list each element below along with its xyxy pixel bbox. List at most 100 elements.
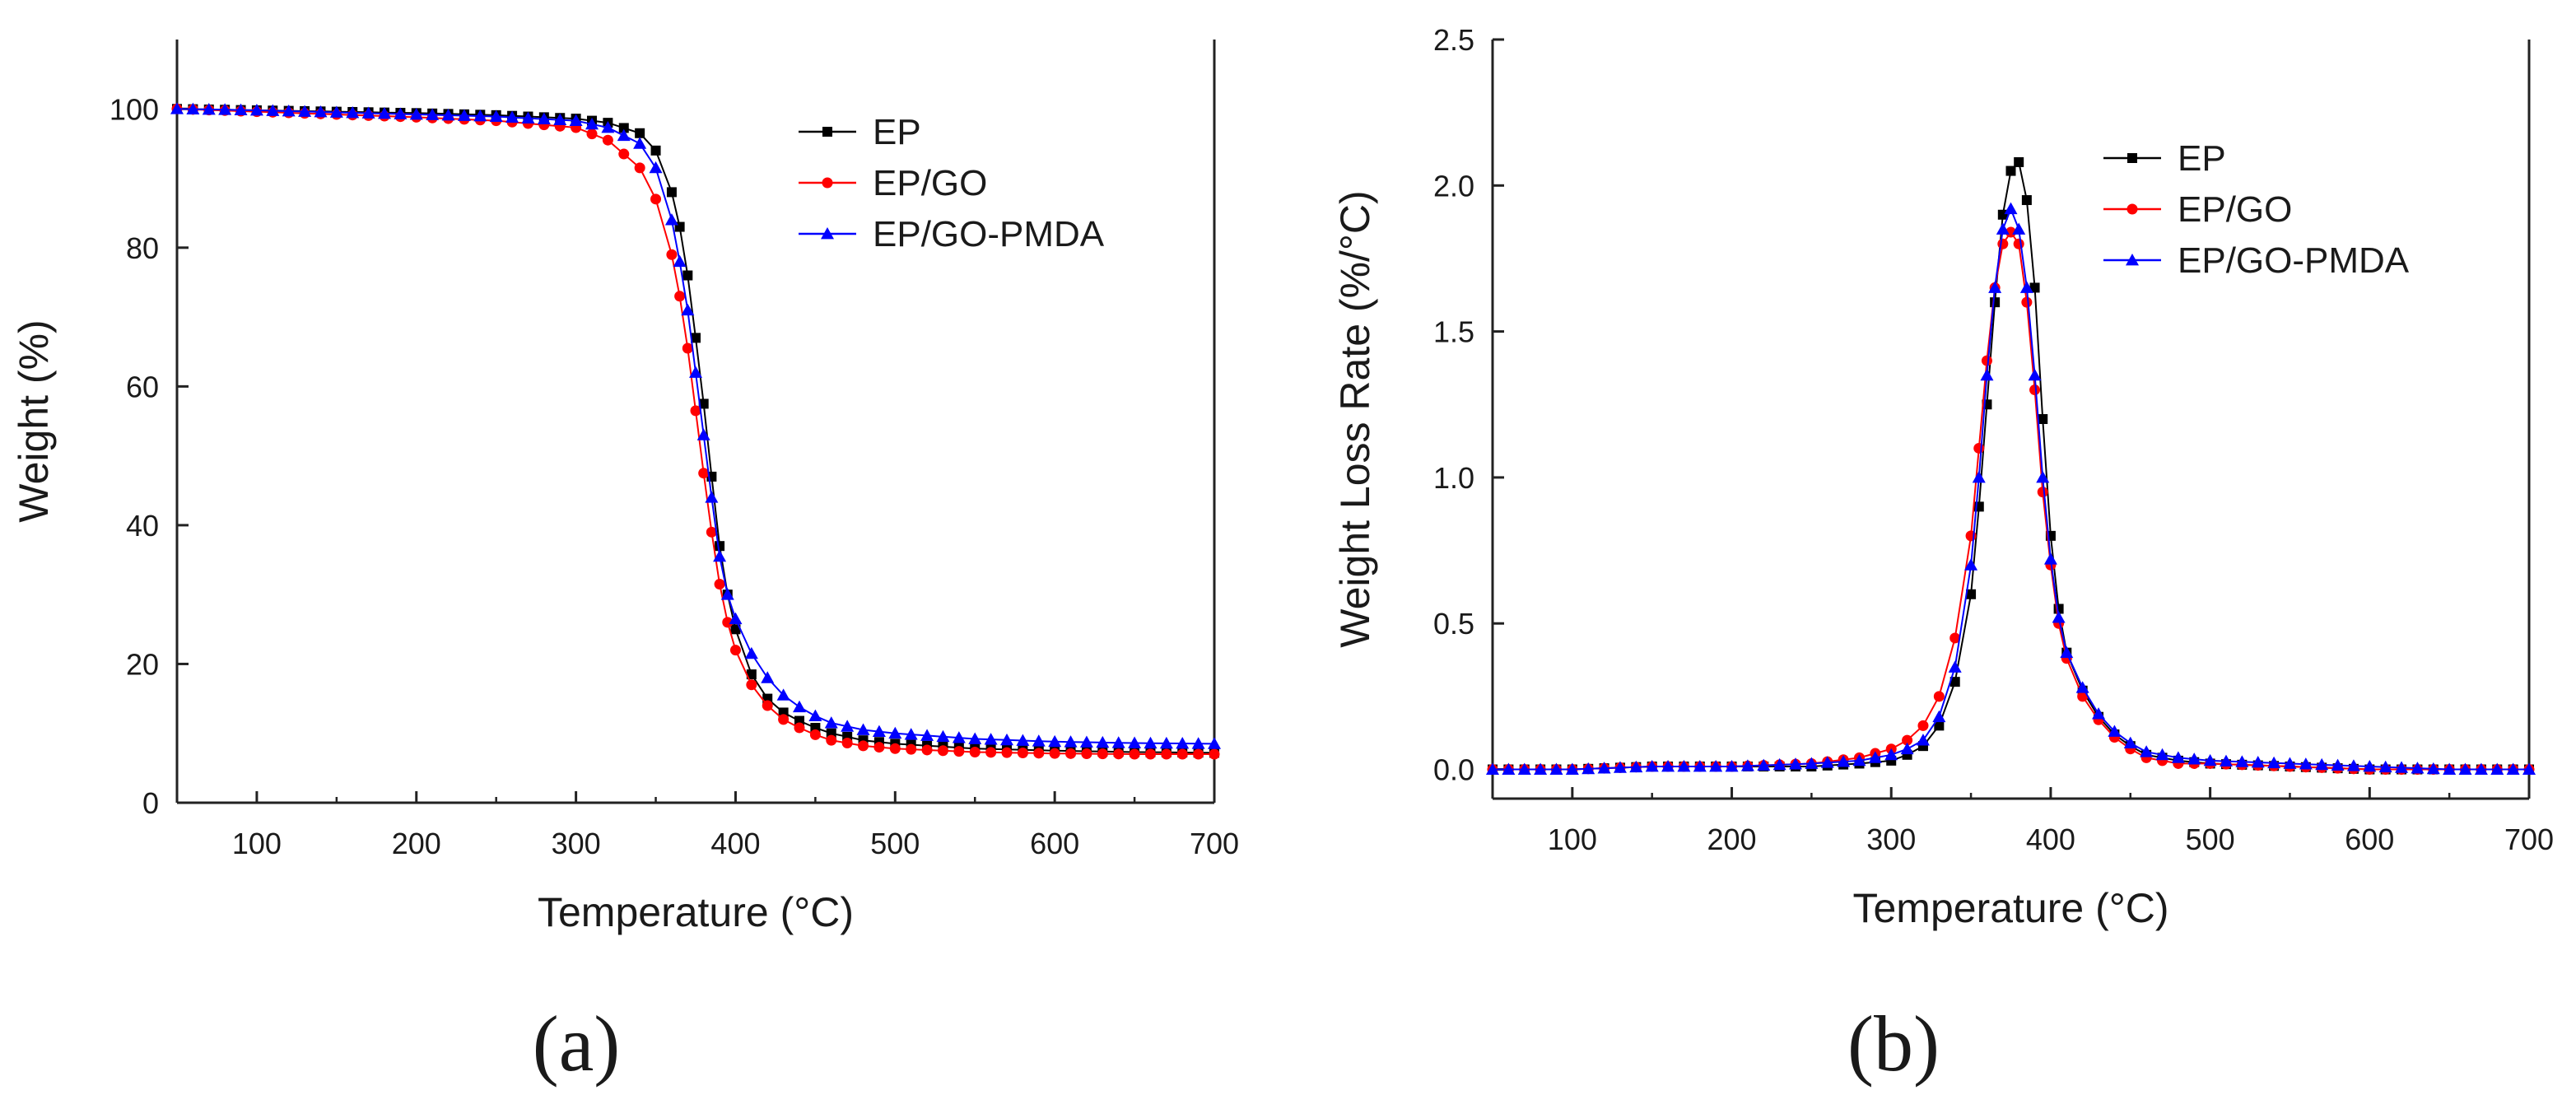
data-point — [1502, 762, 1516, 775]
data-point — [1789, 757, 1803, 770]
data-point — [1932, 710, 1946, 723]
data-point — [2123, 736, 2137, 749]
data-point — [952, 731, 966, 743]
legend-marker — [2126, 203, 2138, 215]
legend-item: EP/GO — [2103, 189, 2292, 230]
data-point — [1096, 735, 1110, 748]
data-point — [729, 612, 743, 625]
data-point — [809, 729, 821, 740]
data-point — [1661, 759, 1675, 772]
series-line — [176, 108, 1214, 755]
data-point — [1677, 759, 1691, 772]
data-point — [1900, 742, 1914, 755]
data-point — [664, 213, 678, 226]
chart-a-weight-vs-temperature: 100 200 300 400 500 600 700 0 20 40 60 80 100 Tempera… — [11, 40, 1239, 935]
data-point — [585, 117, 599, 130]
data-point — [1837, 755, 1851, 767]
data-point — [2005, 165, 2016, 176]
data-point — [2346, 759, 2360, 771]
data-point — [1565, 762, 1579, 775]
data-point — [457, 109, 471, 121]
data-point — [2037, 487, 2048, 498]
y-tick-label: 20 — [126, 647, 159, 681]
y-tick-label: 1.5 — [1433, 315, 1474, 349]
data-point — [2052, 611, 2066, 623]
data-point — [2426, 762, 2440, 775]
data-point — [1996, 222, 2010, 235]
data-point — [2458, 762, 2472, 775]
data-point — [1209, 748, 1220, 760]
data-point — [841, 720, 855, 732]
data-point — [1534, 762, 1548, 775]
x-axis-title: Temperature (°C) — [1853, 885, 2169, 931]
x-tick-label: 300 — [1866, 822, 1916, 856]
data-point — [2490, 762, 2504, 775]
data-point — [2013, 238, 2024, 249]
data-point — [746, 669, 757, 680]
data-point — [618, 123, 629, 133]
data-point — [969, 746, 981, 757]
data-point — [1081, 748, 1092, 760]
data-point — [1740, 759, 1754, 771]
data-point — [698, 468, 710, 479]
data-point — [2005, 226, 2016, 238]
data-point — [378, 107, 391, 119]
data-point — [1128, 736, 1142, 748]
data-point — [1949, 677, 1960, 687]
data-point — [617, 128, 631, 142]
y-tick-label: 2.0 — [1433, 169, 1474, 203]
data-point — [1948, 660, 1962, 673]
data-point — [314, 105, 328, 118]
data-point — [618, 148, 630, 160]
data-point — [426, 108, 440, 120]
data-point — [2075, 681, 2089, 693]
data-point — [569, 114, 583, 126]
data-point — [2043, 552, 2057, 565]
series-ep-go-pmda — [170, 102, 1221, 749]
data-point — [873, 742, 885, 753]
data-point — [186, 102, 200, 115]
data-point — [673, 254, 687, 268]
data-point — [1129, 748, 1140, 760]
x-tick-label: 700 — [2504, 822, 2554, 856]
legend-marker — [2126, 254, 2139, 266]
data-point — [722, 617, 734, 628]
data-point — [1725, 759, 1739, 772]
data-point — [586, 128, 598, 140]
data-point — [2315, 757, 2329, 771]
legend: EP EP/GO EP/GO-PMDA — [2103, 138, 2410, 281]
legend-marker — [822, 177, 833, 189]
data-point — [601, 121, 615, 133]
legend-item: EP — [799, 112, 921, 152]
data-point — [1757, 758, 1771, 771]
data-point — [2077, 691, 2089, 702]
data-point — [1868, 751, 1882, 763]
data-point — [602, 134, 613, 146]
data-point — [2299, 757, 2313, 770]
data-point — [361, 106, 375, 119]
data-point — [2443, 762, 2457, 775]
data-point — [1772, 757, 1786, 771]
legend: EP EP/GO EP/GO-PMDA — [799, 112, 1105, 254]
data-point — [2155, 748, 2169, 761]
x-tick-label: 400 — [2026, 822, 2075, 856]
data-point — [2203, 753, 2217, 767]
data-point — [234, 103, 248, 116]
data-point — [2395, 761, 2409, 773]
data-point — [1613, 761, 1627, 773]
data-point — [2038, 414, 2048, 424]
data-point — [2283, 757, 2297, 769]
data-point — [249, 103, 263, 116]
y-tick-label: 0.5 — [1433, 607, 1474, 641]
legend-marker — [821, 227, 834, 240]
data-point — [2036, 470, 2050, 483]
data-point — [537, 112, 551, 124]
y-tick-label: 0 — [142, 786, 159, 820]
data-point — [2251, 756, 2265, 768]
data-point — [826, 734, 837, 746]
data-point — [650, 193, 662, 205]
data-point — [1079, 735, 1093, 748]
y-tick-label: 2.5 — [1433, 23, 1474, 57]
data-point — [904, 728, 918, 740]
y-axis-title: Weight (%) — [11, 319, 57, 522]
